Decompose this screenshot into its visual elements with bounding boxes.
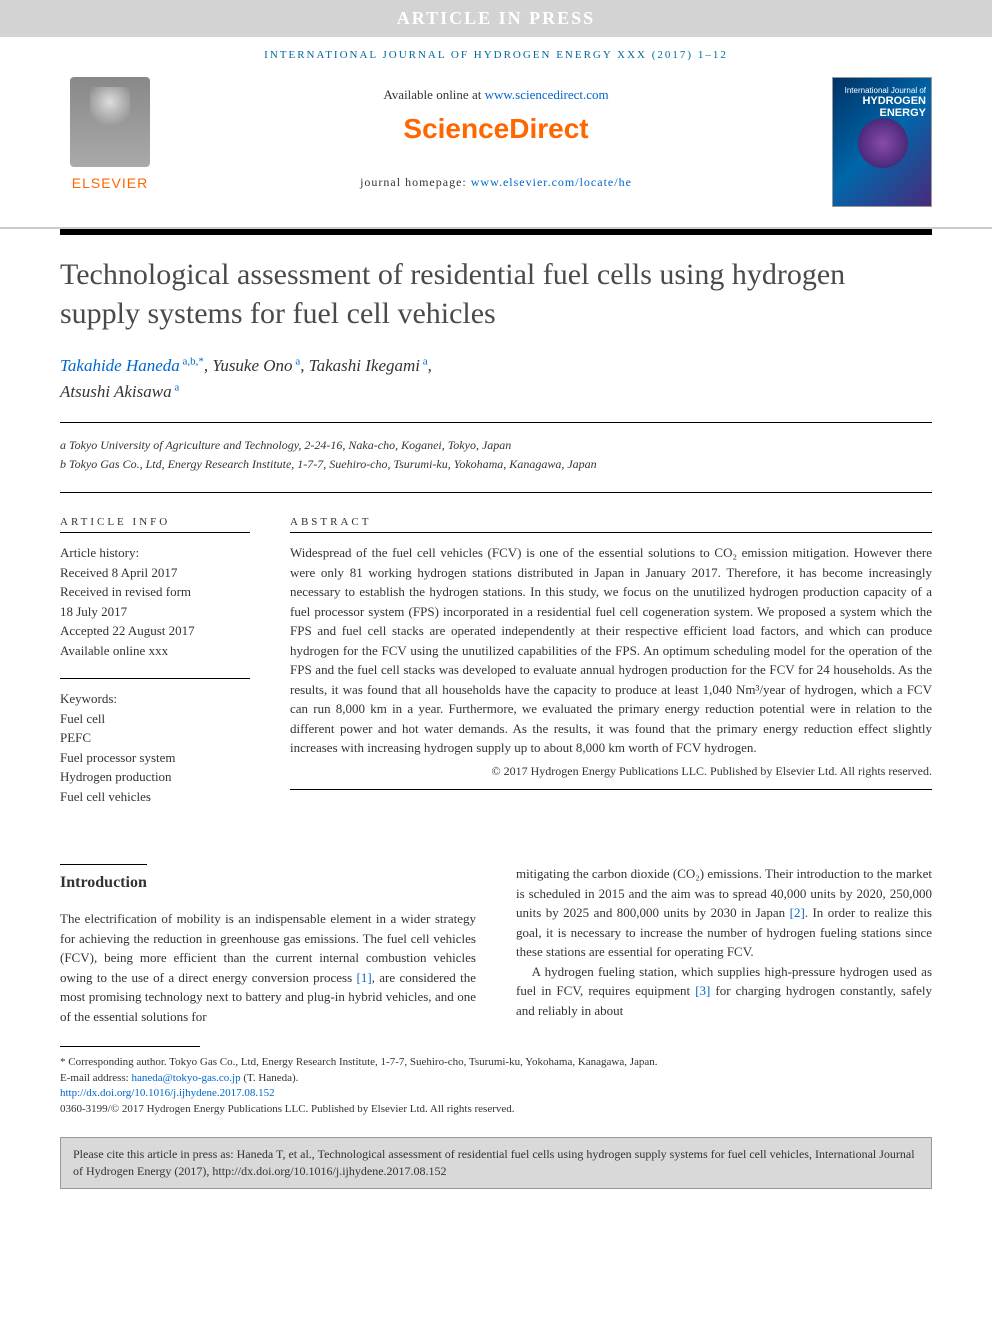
- ref-1[interactable]: [1]: [357, 970, 372, 985]
- author-3: , Takashi Ikegami: [300, 356, 420, 375]
- col2-p1: mitigating the carbon dioxide (CO₂) emis…: [516, 864, 932, 962]
- elsevier-tree-icon: [70, 77, 150, 167]
- ref-2[interactable]: [2]: [790, 905, 805, 920]
- available-online: Available online at www.sciencedirect.co…: [160, 87, 832, 103]
- journal-homepage: journal homepage: www.elsevier.com/locat…: [160, 175, 832, 190]
- author-2: , Yusuke Ono: [204, 356, 293, 375]
- info-heading: ARTICLE INFO: [60, 516, 250, 528]
- keyword-1: Fuel cell: [60, 709, 250, 729]
- author-4: Atsushi Akisawa: [60, 382, 172, 401]
- divider-affiliations: [60, 492, 932, 493]
- abstract-column: ABSTRACT Widespread of the fuel cell veh…: [290, 516, 932, 824]
- cover-title1: HYDROGEN: [838, 95, 926, 107]
- body-section: Introduction The electrification of mobi…: [0, 834, 992, 1036]
- author-1-sup: a,b,*: [180, 355, 204, 367]
- ref-3[interactable]: [3]: [695, 983, 710, 998]
- accepted-date: Accepted 22 August 2017: [60, 621, 250, 641]
- abstract-copyright: © 2017 Hydrogen Energy Publications LLC.…: [290, 764, 932, 779]
- keywords-label: Keywords:: [60, 689, 250, 709]
- body-col-right: mitigating the carbon dioxide (CO₂) emis…: [516, 864, 932, 1026]
- elsevier-logo: ELSEVIER: [60, 77, 160, 191]
- revised-label: Received in revised form: [60, 582, 250, 602]
- corresponding-author: * Corresponding author. Tokyo Gas Co., L…: [60, 1055, 932, 1070]
- affiliations: a Tokyo University of Agriculture and Te…: [0, 431, 992, 484]
- history-label: Article history:: [60, 543, 250, 563]
- journal-cover: International Journal of HYDROGEN ENERGY: [832, 77, 932, 207]
- available-date: Available online xxx: [60, 641, 250, 661]
- affiliation-b: b Tokyo Gas Co., Ltd, Energy Research In…: [60, 455, 932, 474]
- footer-section: * Corresponding author. Tokyo Gas Co., L…: [0, 1036, 992, 1127]
- footer-divider: [60, 1046, 200, 1047]
- col2-p2: A hydrogen fueling station, which suppli…: [516, 962, 932, 1021]
- abstract-end-divider: [290, 789, 932, 790]
- cite-box: Please cite this article in press as: Ha…: [60, 1137, 932, 1189]
- body-col-left: Introduction The electrification of mobi…: [60, 864, 476, 1026]
- intro-p1: The electrification of mobility is an in…: [60, 909, 476, 1026]
- author-3-sup: a: [420, 355, 428, 367]
- sciencedirect-logo: ScienceDirect: [160, 113, 832, 145]
- homepage-link[interactable]: www.elsevier.com/locate/he: [471, 175, 632, 189]
- cover-title2: ENERGY: [838, 107, 926, 119]
- cover-subtitle: International Journal of: [838, 86, 926, 95]
- issn-copyright: 0360-3199/© 2017 Hydrogen Energy Publica…: [60, 1102, 932, 1117]
- journal-header: INTERNATIONAL JOURNAL OF HYDROGEN ENERGY…: [0, 37, 992, 67]
- doi-link[interactable]: http://dx.doi.org/10.1016/j.ijhydene.201…: [60, 1087, 275, 1099]
- divider-authors: [60, 422, 932, 423]
- header-section: ELSEVIER Available online at www.science…: [0, 67, 992, 229]
- keyword-3: Fuel processor system: [60, 748, 250, 768]
- received-date: Received 8 April 2017: [60, 563, 250, 583]
- available-label: Available online at: [383, 87, 484, 102]
- abstract-heading: ABSTRACT: [290, 516, 932, 528]
- keywords-divider: [60, 678, 250, 679]
- homepage-label: journal homepage:: [360, 175, 471, 189]
- revised-date: 18 July 2017: [60, 602, 250, 622]
- keyword-5: Fuel cell vehicles: [60, 787, 250, 807]
- abstract-divider: [290, 532, 932, 533]
- email-label: E-mail address:: [60, 1072, 131, 1084]
- sciencedirect-link[interactable]: www.sciencedirect.com: [485, 87, 609, 102]
- email-link[interactable]: haneda@tokyo-gas.co.jp: [131, 1072, 240, 1084]
- author-4-sup: a: [172, 381, 180, 393]
- email-suffix: (T. Haneda).: [241, 1072, 299, 1084]
- email-line: E-mail address: haneda@tokyo-gas.co.jp (…: [60, 1071, 932, 1086]
- keywords: Keywords: Fuel cell PEFC Fuel processor …: [60, 689, 250, 806]
- keyword-4: Hydrogen production: [60, 767, 250, 787]
- article-info: ARTICLE INFO Article history: Received 8…: [60, 516, 250, 824]
- info-divider: [60, 532, 250, 533]
- article-title: Technological assessment of residential …: [0, 235, 992, 348]
- center-header: Available online at www.sciencedirect.co…: [160, 77, 832, 190]
- intro-heading: Introduction: [60, 864, 147, 895]
- elsevier-text: ELSEVIER: [72, 175, 148, 191]
- keyword-2: PEFC: [60, 728, 250, 748]
- info-abstract-row: ARTICLE INFO Article history: Received 8…: [0, 501, 992, 834]
- authors: Takahide Haneda a,b,*, Yusuke Ono a, Tak…: [0, 348, 992, 414]
- article-in-press-bar: ARTICLE IN PRESS: [0, 0, 992, 37]
- affiliation-a: a Tokyo University of Agriculture and Te…: [60, 436, 932, 455]
- article-history: Article history: Received 8 April 2017 R…: [60, 543, 250, 660]
- abstract-text: Widespread of the fuel cell vehicles (FC…: [290, 543, 932, 758]
- author-1[interactable]: Takahide Haneda: [60, 356, 180, 375]
- cover-title: International Journal of HYDROGEN ENERGY: [838, 86, 926, 119]
